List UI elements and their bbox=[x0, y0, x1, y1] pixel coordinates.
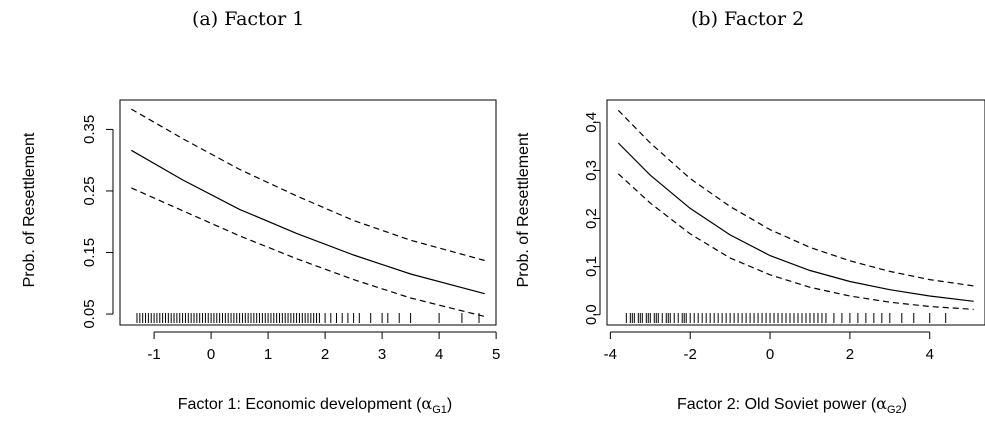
y-tick-label: 0.15 bbox=[81, 238, 98, 267]
x-axis-label: Factor 1: Economic development (αG1) bbox=[178, 394, 453, 416]
x-tick-label: 2 bbox=[321, 346, 329, 363]
confidence-band-line bbox=[131, 187, 485, 318]
x-tick-label: 2 bbox=[846, 346, 854, 363]
x-tick-label: 4 bbox=[926, 346, 934, 363]
x-tick-label: -4 bbox=[604, 346, 617, 363]
confidence-band-line bbox=[617, 109, 974, 287]
x-tick-label: -2 bbox=[684, 346, 697, 363]
x-tick-label: 5 bbox=[492, 346, 500, 363]
x-tick-label: 3 bbox=[378, 346, 386, 363]
y-tick-label: 0.1 bbox=[583, 256, 600, 277]
fitted-line bbox=[131, 149, 485, 295]
y-tick-label: 0.35 bbox=[81, 115, 98, 144]
plot-frame bbox=[119, 99, 497, 326]
x-tick-label: 1 bbox=[264, 346, 272, 363]
y-tick-label: 0.05 bbox=[81, 299, 98, 328]
confidence-band-line bbox=[617, 173, 974, 310]
y-axis-label: Prob. of Resettlement bbox=[21, 132, 38, 287]
chart-panel-2: -4 -2 0 2 4 0.0 0.1 0.2 0.3 0.4 Factor 2: Old Sovi… bbox=[515, 99, 985, 416]
x-tick-label: -1 bbox=[147, 346, 160, 363]
y-axis-label: Prob. of Resettlement bbox=[515, 132, 532, 287]
y-tick-label: 0.0 bbox=[583, 304, 600, 325]
y-tick-label: 0.25 bbox=[81, 176, 98, 205]
x-tick-label: 4 bbox=[435, 346, 443, 363]
x-axis-label: Factor 2: Old Soviet power (αG2) bbox=[677, 394, 907, 416]
y-tick-label: 0.3 bbox=[583, 160, 600, 181]
x-tick-label: 0 bbox=[207, 346, 215, 363]
y-tick-label: 0.4 bbox=[583, 112, 600, 133]
x-tick-label: 0 bbox=[766, 346, 774, 363]
y-tick-label: 0.2 bbox=[583, 208, 600, 229]
plot-frame bbox=[606, 99, 985, 326]
caption-factor-1: (a) Factor 1 bbox=[192, 8, 305, 30]
fitted-line bbox=[617, 142, 974, 302]
caption-factor-2: (b) Factor 2 bbox=[691, 8, 805, 30]
chart-panel-1: -1 0 1 2 3 4 5 0.05 0.15 0.25 0.35 Factor 1: Econom… bbox=[21, 99, 500, 416]
